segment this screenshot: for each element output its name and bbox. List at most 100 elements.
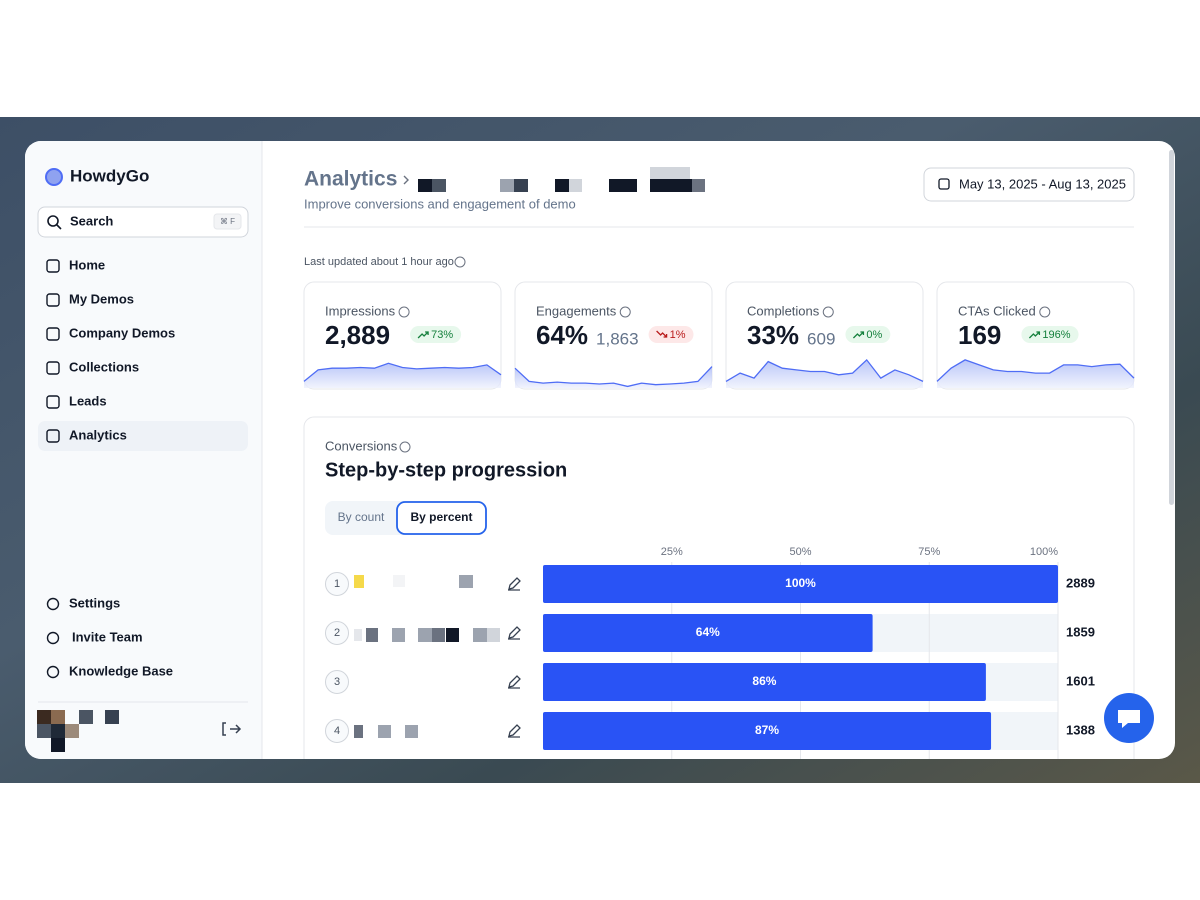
logout-icon[interactable] [222, 722, 242, 736]
brand: HowdyGo [70, 166, 149, 185]
change-badge [410, 326, 462, 343]
bar-label: 64% [696, 625, 720, 639]
info-icon [822, 306, 834, 318]
trend-arrow [656, 330, 668, 338]
brand-logo [45, 168, 63, 186]
sparkline-area [937, 359, 1134, 388]
card-label: Engagements [536, 303, 617, 318]
search-icon [47, 215, 59, 227]
step-number: 1 [334, 578, 340, 590]
nav-icon [46, 631, 60, 645]
calendar-icon [938, 178, 950, 190]
redacted-block [378, 725, 391, 738]
nav-active-bg [38, 421, 248, 451]
card-label: Impressions [325, 303, 396, 318]
card-label: Completions [747, 303, 820, 318]
page-subtitle: Improve conversions and engagement of de… [304, 196, 576, 211]
nav-icon [46, 361, 60, 375]
change-badge [1021, 326, 1079, 343]
step-count: 1859 [1066, 624, 1095, 639]
nav-item[interactable]: Collections [69, 359, 139, 374]
trend-arrow [852, 331, 865, 339]
step-badge [325, 621, 349, 645]
redacted-block [366, 628, 378, 642]
nav-item[interactable]: Analytics [69, 427, 127, 442]
x-tick-label: 100% [1030, 546, 1058, 558]
search-icon [56, 224, 62, 230]
step-count: 1601 [1066, 673, 1095, 688]
redacted-block [459, 575, 473, 588]
nav-icon [46, 665, 60, 679]
nav-item[interactable]: Leads [69, 393, 107, 408]
info-icon [1039, 306, 1051, 318]
nav-item[interactable]: Home [69, 257, 105, 272]
redacted-block [392, 628, 405, 642]
sparkline-area [726, 359, 923, 388]
info-icon [454, 256, 466, 268]
step-badge [325, 572, 349, 596]
bar-label: 86% [752, 674, 776, 688]
metric-card [303, 281, 502, 390]
toggle-option[interactable]: By count [338, 510, 385, 524]
edit-icon[interactable] [508, 577, 521, 591]
avatar-redacted [37, 710, 119, 752]
nav-item[interactable]: Settings [69, 595, 120, 610]
nav-item[interactable]: Company Demos [69, 325, 175, 340]
bar-label: 100% [785, 576, 816, 590]
change-badge [648, 326, 694, 343]
step-number: 2 [334, 627, 340, 639]
info-icon [399, 441, 411, 453]
redacted-block [432, 628, 445, 642]
chat-icon [1118, 710, 1140, 728]
nav-item[interactable]: Knowledge Base [69, 663, 173, 678]
bar [543, 565, 1058, 603]
redacted-block [405, 725, 418, 738]
sparkline [725, 358, 924, 382]
redacted-block [418, 628, 432, 642]
nav-icon [46, 327, 60, 341]
nav-icon [46, 293, 60, 307]
bar [543, 663, 986, 701]
step-count: 2889 [1066, 575, 1095, 590]
change-value: 0% [866, 329, 882, 341]
step-count: 1388 [1066, 722, 1095, 737]
date-picker[interactable] [923, 167, 1135, 202]
search-label: Search [70, 213, 113, 228]
edit-icon[interactable] [508, 626, 521, 640]
scrollbar [1169, 150, 1174, 505]
info-icon [398, 306, 410, 318]
toggle-option[interactable]: By percent [410, 510, 472, 524]
page-title: Analytics [304, 168, 397, 191]
app-window: HowdyGo Search ⌘ F Analytics Improve con… [25, 141, 1175, 759]
nav-icon [46, 597, 60, 611]
step-number: 4 [334, 725, 340, 737]
nav-item[interactable]: Invite Team [72, 629, 143, 644]
shortcut-key [213, 213, 242, 230]
sparkline [936, 359, 1135, 382]
last-updated: Last updated about 1 hour ago [304, 256, 454, 268]
x-tick-label: 50% [789, 546, 811, 558]
change-value: 1% [670, 329, 686, 341]
breadcrumb-redacted [418, 167, 705, 192]
nav-icon [46, 395, 60, 409]
redacted-block [354, 629, 362, 641]
step-badge [325, 670, 349, 694]
edit-icon[interactable] [508, 675, 521, 689]
change-value: 73% [431, 329, 453, 341]
redacted-block [487, 628, 500, 642]
nav-item[interactable]: My Demos [69, 291, 134, 306]
card-value: 2,889 [325, 320, 390, 350]
sparkline [303, 362, 502, 382]
x-tick-label: 75% [918, 546, 940, 558]
info-icon [619, 306, 631, 318]
redacted-block [354, 575, 364, 588]
card-secondary: 1,863 [596, 329, 639, 348]
shortcut: ⌘ F [220, 217, 235, 226]
edit-icon[interactable] [508, 724, 521, 738]
card-value: 169 [958, 320, 1001, 350]
trend-arrow [1028, 331, 1041, 339]
card-label: CTAs Clicked [958, 303, 1036, 318]
search-box[interactable] [37, 206, 249, 238]
